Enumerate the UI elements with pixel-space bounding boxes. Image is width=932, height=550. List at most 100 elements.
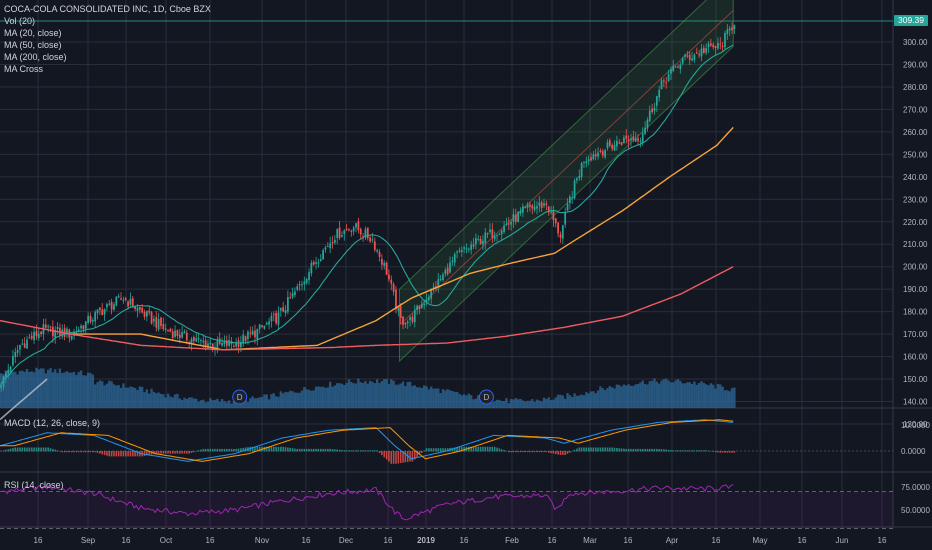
- macd-histogram-bar: [59, 451, 61, 452]
- volume-bar: [580, 394, 583, 408]
- macd-histogram-bar: [587, 447, 590, 452]
- macd-histogram-bar: [263, 446, 266, 452]
- volume-bar: [705, 384, 708, 408]
- macd-histogram-bar: [35, 447, 38, 452]
- volume-bar: [474, 398, 478, 408]
- volume-bar: [526, 400, 529, 408]
- volume-bar: [213, 399, 217, 408]
- volume-bar: [446, 389, 449, 408]
- volume-bar: [681, 383, 684, 408]
- volume-bar: [502, 401, 506, 408]
- macd-histogram-bar: [656, 448, 658, 452]
- macd-histogram-bar: [226, 448, 228, 452]
- macd-line: [0, 419, 734, 462]
- volume-bars: [0, 367, 736, 408]
- macd-histogram-bar: [66, 451, 68, 453]
- candle-body: [40, 331, 42, 335]
- macd-histogram-bar: [482, 446, 484, 452]
- volume-bar: [697, 383, 701, 408]
- macd-histogram-bar: [21, 447, 24, 452]
- volume-bar: [648, 381, 651, 408]
- candle-body: [202, 340, 205, 343]
- volume-bar: [216, 398, 219, 408]
- rsi-line: [0, 483, 734, 521]
- candle-body: [249, 332, 252, 334]
- macd-histogram-bar: [5, 449, 7, 452]
- macd-histogram-bar: [19, 447, 21, 452]
- macd-histogram-bar: [414, 451, 416, 460]
- volume-bar: [531, 399, 534, 408]
- macd-label[interactable]: MACD (12, 26, close, 9): [4, 418, 101, 428]
- candle-body: [460, 249, 463, 253]
- study-ma50[interactable]: MA (50, close): [4, 40, 62, 50]
- volume-bar: [622, 384, 626, 408]
- volume-bar: [458, 393, 461, 408]
- candle-body: [660, 80, 663, 90]
- volume-bar: [94, 384, 97, 408]
- macd-histogram-bar: [681, 450, 684, 452]
- candle-body: [543, 203, 545, 206]
- macd-histogram-bar: [442, 448, 444, 452]
- candle-body: [131, 298, 134, 308]
- macd-histogram-bar: [183, 451, 186, 454]
- macd-histogram-bar: [717, 451, 719, 453]
- candle-body: [221, 342, 223, 346]
- time-tick-label: Mar: [583, 536, 597, 545]
- candle-body: [162, 324, 165, 330]
- macd-histogram-bar: [583, 447, 585, 452]
- candle-body: [169, 328, 172, 332]
- volume-bar: [303, 386, 306, 408]
- volume-bar: [115, 385, 118, 408]
- volume-bar: [340, 383, 344, 408]
- candle-body: [35, 331, 38, 337]
- study-ma200[interactable]: MA (200, close): [4, 52, 67, 62]
- volume-bar: [575, 395, 579, 408]
- candle-body: [362, 236, 364, 238]
- volume-bar: [289, 390, 292, 408]
- candle-body: [733, 25, 736, 29]
- volume-bar: [618, 384, 621, 408]
- candle-body: [21, 343, 24, 345]
- study-ma20[interactable]: MA (20, close): [4, 28, 62, 38]
- volume-bar: [453, 391, 456, 408]
- time-tick-label: 16: [712, 536, 721, 545]
- volume-bar: [491, 402, 494, 408]
- macd-histogram-bar: [472, 446, 475, 452]
- volume-bar: [223, 401, 226, 408]
- candle-body: [639, 141, 642, 143]
- volume-bar: [495, 399, 499, 408]
- candle-body: [89, 316, 92, 322]
- study-vol[interactable]: Vol (20): [4, 16, 36, 26]
- candle-body: [592, 154, 595, 160]
- macd-histogram-bar: [345, 450, 348, 452]
- volume-bar: [479, 397, 482, 408]
- volume-bar: [451, 390, 454, 408]
- study-ma-cross[interactable]: MA Cross: [4, 64, 44, 74]
- macd-histogram-bar: [73, 451, 75, 453]
- volume-bar: [477, 395, 480, 408]
- volume-bar: [61, 373, 64, 408]
- rsi-label[interactable]: RSI (14, close): [4, 480, 64, 490]
- volume-bar: [423, 385, 426, 408]
- macd-histogram-bar: [12, 448, 14, 452]
- volume-bar: [274, 396, 278, 408]
- volume-bar: [615, 384, 619, 408]
- volume-bar: [512, 399, 515, 408]
- volume-bar: [676, 379, 680, 408]
- volume-bar: [145, 389, 149, 408]
- volume-bar: [669, 382, 673, 408]
- candle-body: [425, 299, 428, 304]
- macd-histogram-bar: [653, 448, 656, 452]
- candle-body: [698, 54, 700, 56]
- candle-body: [604, 150, 606, 158]
- macd-histogram-bar: [181, 451, 183, 454]
- volume-bar: [237, 402, 240, 408]
- candle-body: [256, 328, 259, 340]
- candle-body: [655, 96, 658, 106]
- candle-body: [319, 259, 322, 262]
- candle-body: [235, 342, 238, 347]
- candle-body: [289, 297, 292, 299]
- macd-histogram-bar: [89, 451, 92, 453]
